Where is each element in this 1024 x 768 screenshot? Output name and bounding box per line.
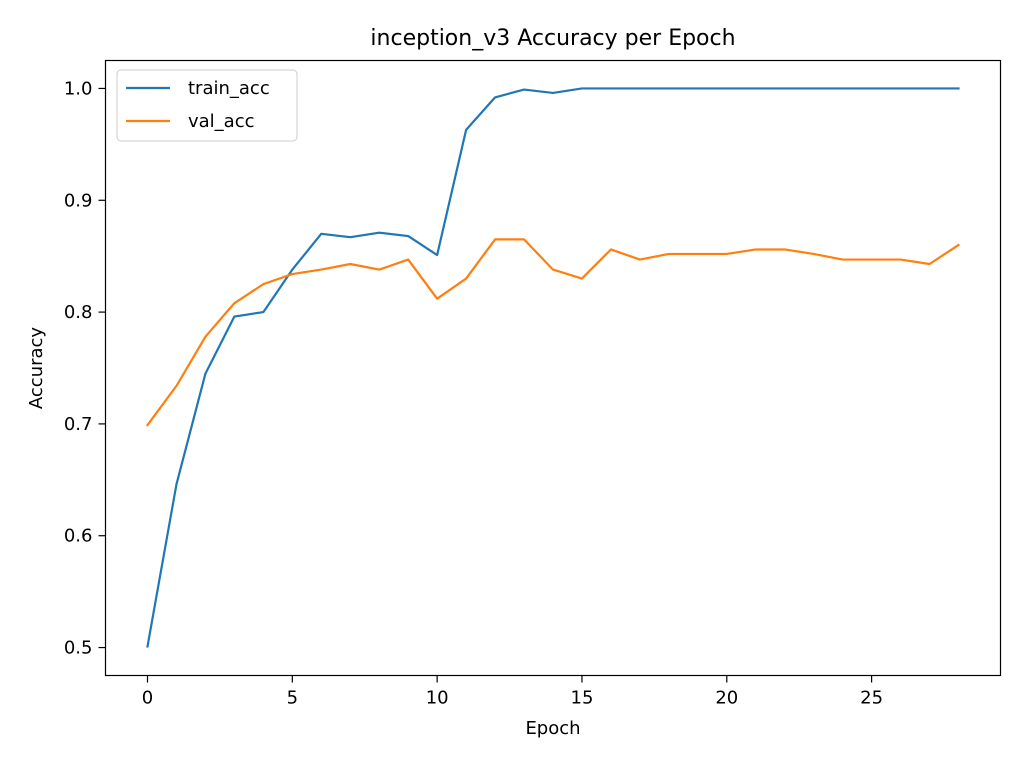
x-tick-label: 10	[426, 688, 449, 709]
y-tick-label: 0.8	[64, 302, 93, 323]
x-tick-label: 15	[571, 688, 594, 709]
y-tick-label: 0.9	[64, 190, 93, 211]
plot-frame	[104, 59, 1002, 677]
x-tick-label: 0	[142, 688, 153, 709]
y-tick-label: 0.7	[64, 414, 93, 435]
series-line-train-acc	[146, 87, 960, 648]
x-axis-title: Epoch	[525, 718, 580, 739]
x-tick-label: 25	[860, 688, 883, 709]
x-axis: 0 5 10 15 20 25	[142, 675, 883, 709]
y-tick-label: 0.6	[64, 526, 93, 547]
x-tick-label: 20	[715, 688, 738, 709]
series-line-val-acc	[145, 238, 961, 427]
y-axis: 0.5 0.6 0.7 0.8 0.9 1.0	[64, 78, 106, 659]
chart-title: inception_v3 Accuracy per Epoch	[370, 26, 735, 51]
y-axis-title: Accuracy	[26, 327, 47, 410]
x-tick-label: 5	[287, 688, 298, 709]
legend-label-val-acc: val_acc	[188, 111, 255, 132]
legend: train_acc val_acc	[116, 69, 298, 142]
y-tick-label: 0.5	[64, 638, 93, 659]
legend-label-train-acc: train_acc	[188, 78, 270, 99]
series-lines	[145, 87, 961, 648]
y-tick-label: 1.0	[64, 78, 93, 99]
